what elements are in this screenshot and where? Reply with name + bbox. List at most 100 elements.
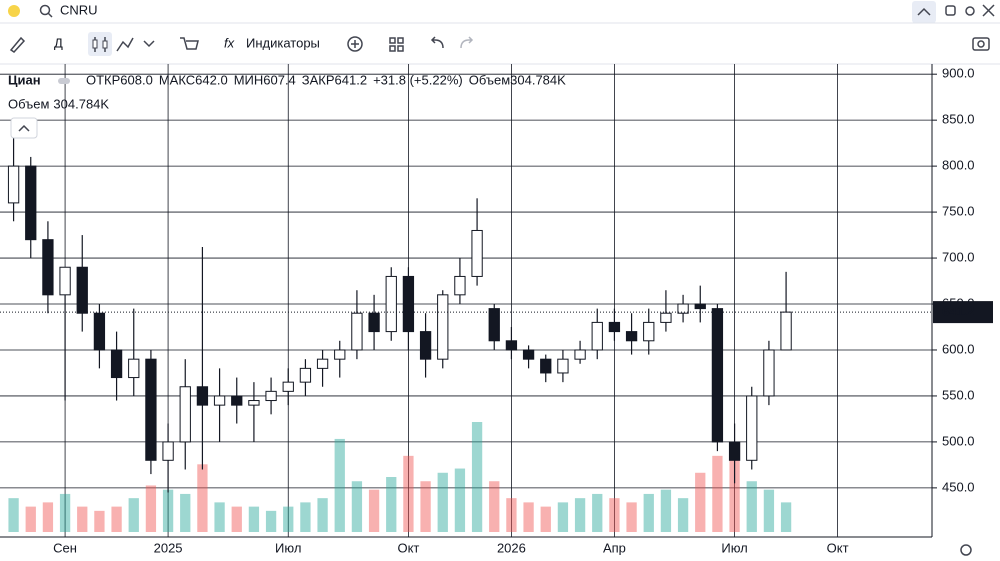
candle-body [746, 395, 758, 461]
volume-bar [197, 464, 208, 532]
candle-body [522, 349, 535, 360]
area-type-button[interactable] [116, 37, 134, 52]
candle-type-button[interactable] [88, 32, 112, 56]
candle-body [780, 311, 792, 351]
legend-open: ОТКР608.0 [86, 72, 153, 87]
volume-bar [386, 477, 397, 532]
volume-bar [454, 468, 466, 532]
screenshot-button[interactable] [972, 37, 990, 51]
candle-body [248, 400, 260, 406]
candle-body [711, 308, 724, 443]
volume-bar [368, 489, 380, 532]
dropdown[interactable] [143, 40, 155, 48]
y-tick-label: 800.0 [942, 158, 975, 173]
candle-body [93, 312, 106, 351]
volume-bar [128, 498, 139, 532]
add-button[interactable] [347, 36, 363, 52]
volume-bar [8, 498, 19, 532]
collapse-button[interactable] [912, 1, 936, 23]
close-button[interactable] [982, 4, 995, 17]
candle-body [419, 331, 432, 360]
x-tick-label: Июл [721, 540, 747, 555]
candle-body [591, 321, 603, 351]
cart-button[interactable] [180, 37, 199, 50]
candle-body [110, 349, 123, 379]
legend-low: МИН607.4 [234, 72, 296, 87]
candle-body [505, 340, 518, 351]
candle-body [265, 390, 277, 402]
y-tick-label: 850.0 [942, 112, 975, 127]
fx-icon: fx [224, 35, 235, 50]
candle-body [196, 386, 209, 406]
plot [0, 64, 932, 537]
volume-bar [471, 422, 483, 532]
candle-body [677, 303, 689, 314]
volume-bar [729, 460, 740, 532]
volume-bar [265, 510, 277, 532]
candle-body [299, 367, 312, 383]
volume-bar [162, 489, 174, 532]
volume-bar [231, 506, 242, 532]
indicators-button[interactable]: Индикаторы [246, 35, 320, 50]
y-tick-label: 500.0 [942, 433, 975, 448]
candle-body [763, 349, 775, 397]
volume-bar [317, 498, 328, 532]
volume-bar [248, 506, 260, 532]
volume-bar [300, 502, 311, 532]
volume-bar [523, 502, 534, 532]
search-icon-handle [47, 12, 53, 18]
volume-bar [660, 489, 672, 532]
volume-bar [214, 502, 225, 532]
interval[interactable]: Д [54, 35, 63, 50]
candle-body [42, 239, 54, 296]
legend-eye[interactable] [58, 78, 70, 84]
search-icon[interactable] [39, 4, 51, 16]
draw-tool[interactable] [9, 36, 26, 53]
axis-settings[interactable] [960, 544, 972, 556]
candle-body [488, 308, 500, 342]
symbol[interactable]: CNRU [60, 2, 98, 17]
volume-bar [643, 493, 654, 532]
volume-bar [574, 498, 586, 532]
screenshot-lens [977, 40, 985, 48]
candle-body [574, 349, 586, 360]
layout-button[interactable] [389, 37, 404, 52]
candle-body [625, 331, 638, 342]
volume-bar [77, 506, 88, 532]
collapse-legend[interactable] [10, 117, 38, 139]
volume-bar [59, 493, 71, 532]
candle-body [25, 165, 37, 241]
undo-button[interactable] [430, 36, 444, 49]
x-tick-label: 2025 [154, 540, 183, 555]
candle-icon-body [102, 40, 108, 49]
redo-button[interactable] [460, 36, 474, 49]
candle-body [454, 275, 466, 296]
y-tick-label: 750.0 [942, 204, 975, 219]
x-tick-label: Июл [275, 540, 301, 555]
candle-body [282, 381, 294, 392]
y-tick-label: 450.0 [942, 479, 975, 494]
window-button[interactable] [945, 5, 956, 16]
candle-body [179, 386, 191, 443]
candle-body [643, 321, 655, 342]
volume-bar [557, 502, 569, 532]
y-tick-label: 550.0 [942, 387, 975, 402]
candle-body [437, 294, 449, 360]
candle-body [694, 303, 706, 310]
candle-body [402, 275, 415, 333]
legend-change: +31.8 (+5.22%) [373, 72, 463, 87]
add-icon [351, 40, 359, 48]
settings-button[interactable] [965, 6, 975, 16]
candle-icon-body [92, 39, 98, 49]
volume-value: 304.784K [53, 96, 109, 111]
candle-body [608, 321, 621, 333]
volume-bar [283, 506, 294, 532]
candle-body [557, 358, 569, 374]
volume-bar [763, 489, 775, 532]
volume-bar [180, 493, 191, 532]
window-dot [8, 5, 20, 17]
y-tick-label: 700.0 [942, 249, 975, 264]
volume-bar [609, 498, 620, 532]
volume-bar [437, 472, 448, 532]
volume-bar [506, 498, 517, 532]
